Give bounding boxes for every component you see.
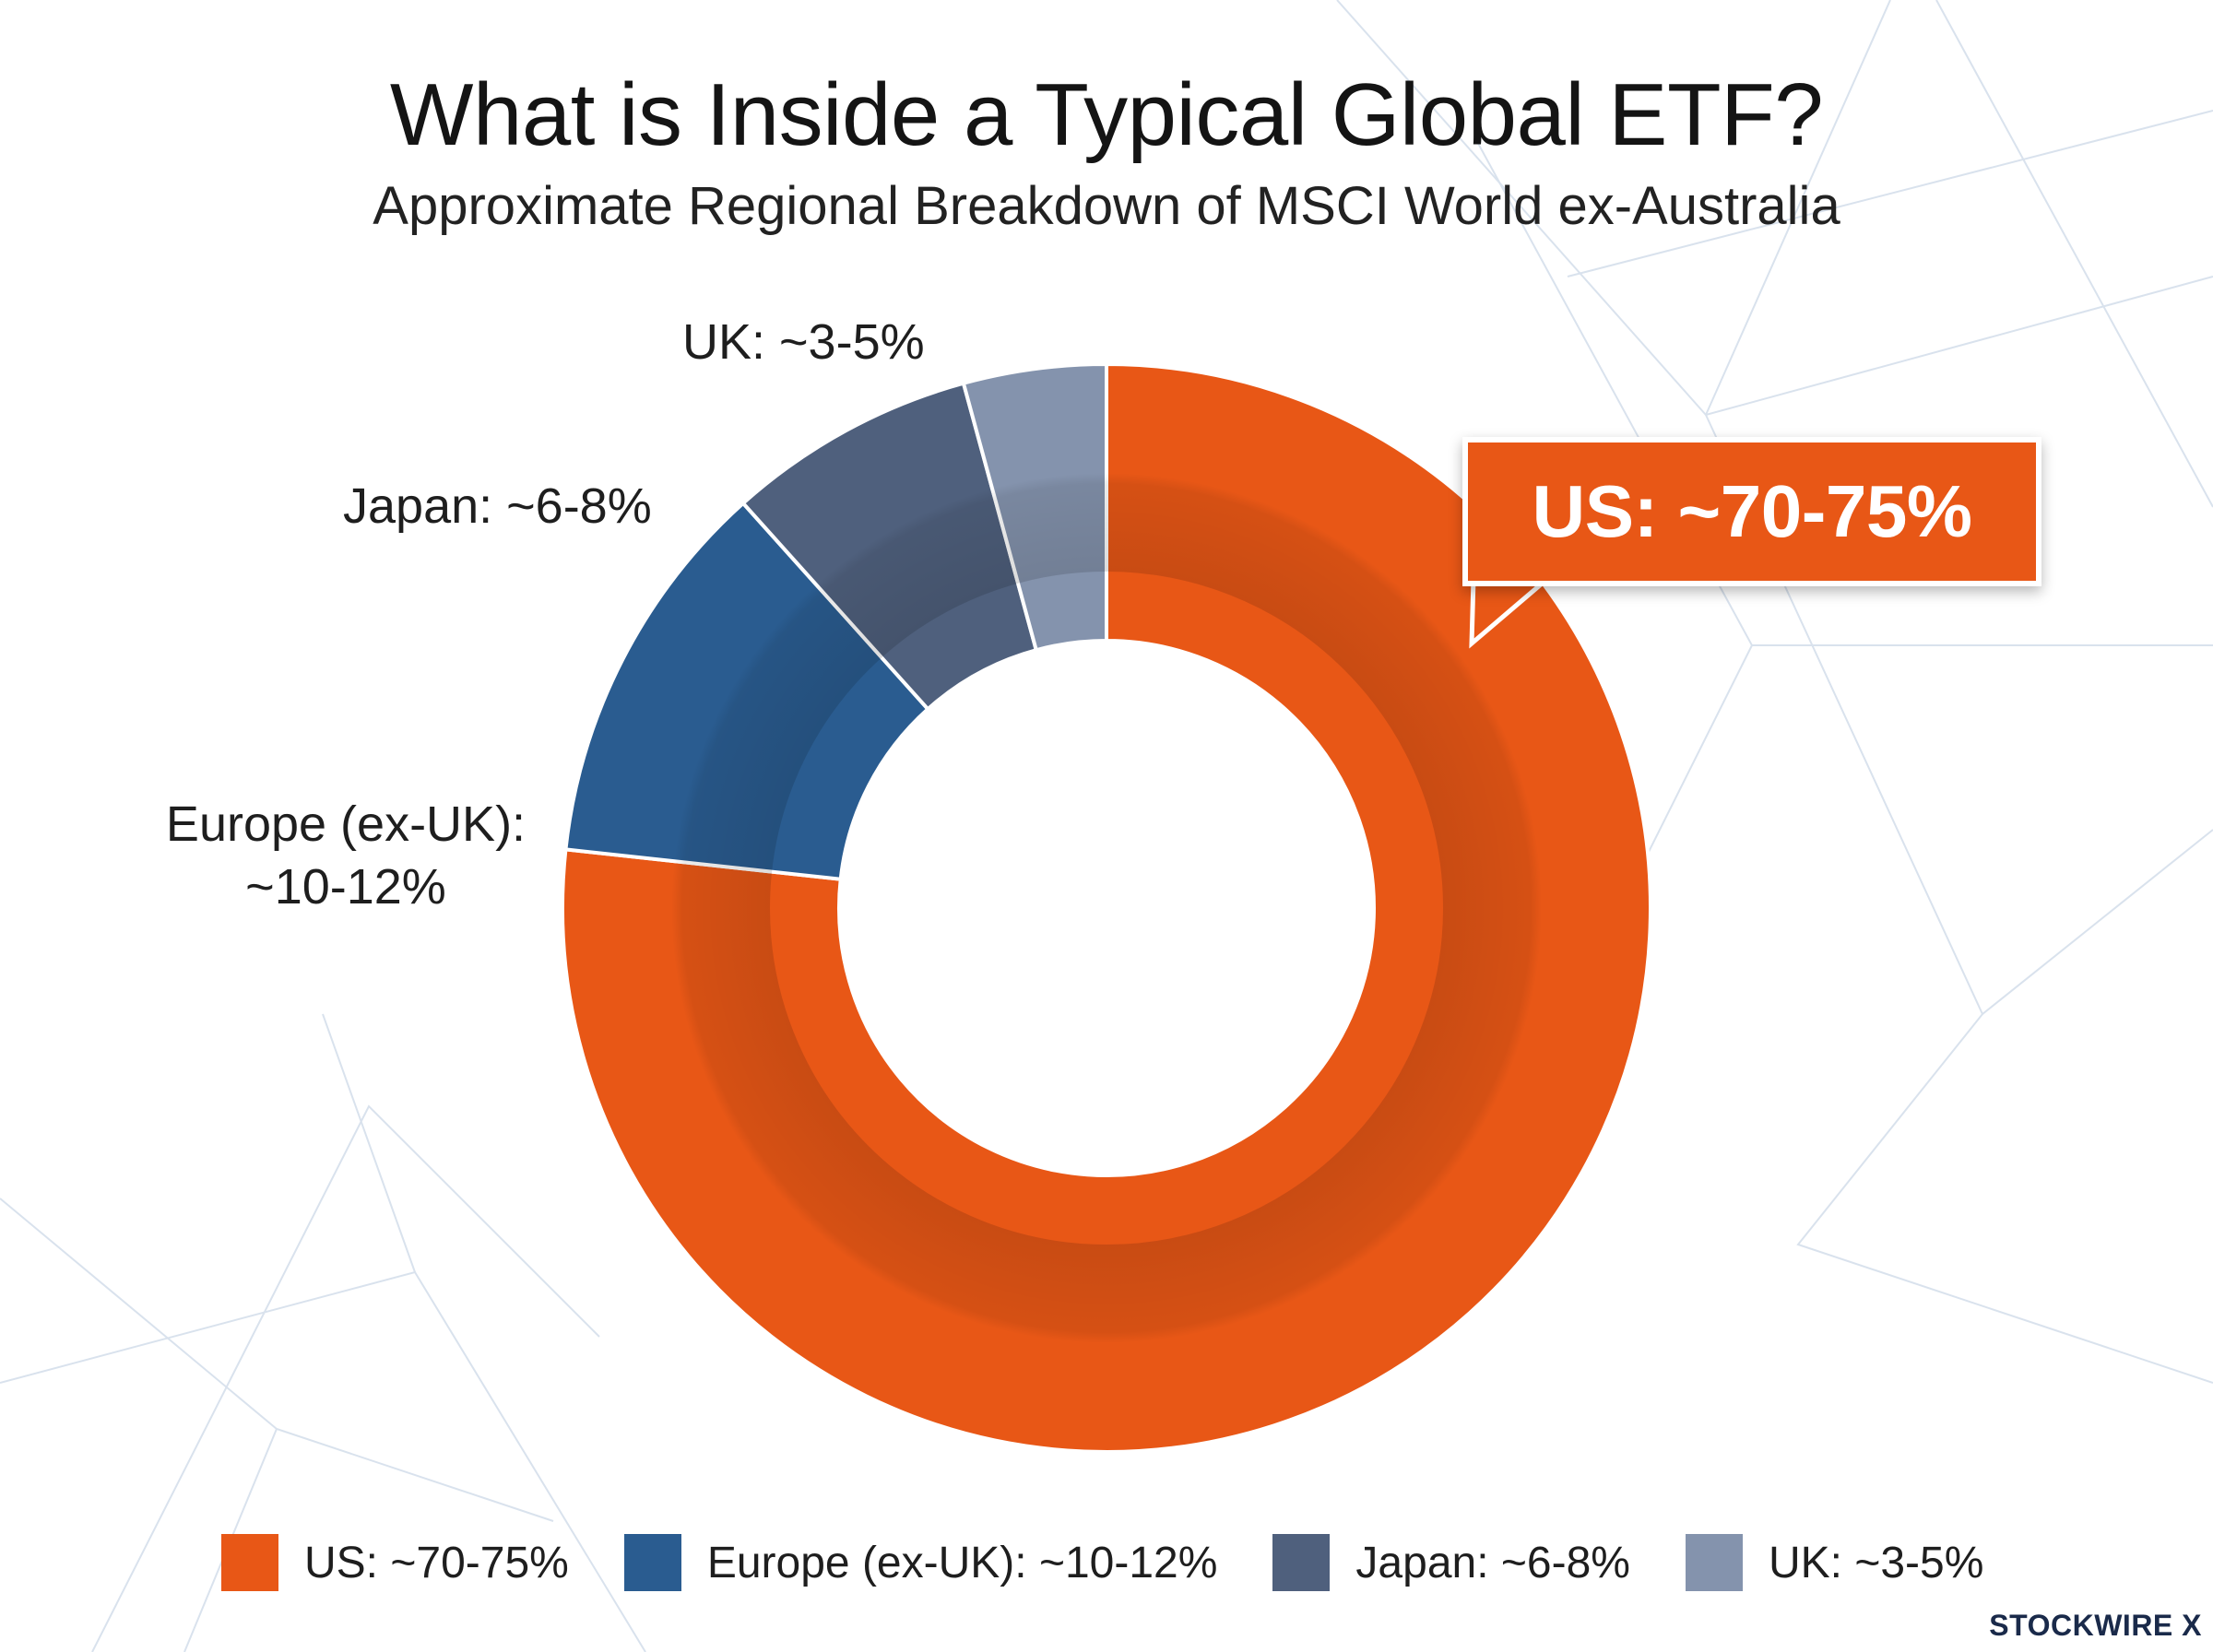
legend-item-us: US: ~70-75% xyxy=(221,1534,569,1591)
legend-swatch-us xyxy=(221,1534,278,1591)
chart-subtitle: Approximate Regional Breakdown of MSCI W… xyxy=(373,176,1840,236)
slice-label-uk: UK: ~3-5% xyxy=(682,314,925,370)
us-callout-label: US: ~70-75% xyxy=(1462,437,2041,586)
legend-label-uk: UK: ~3-5% xyxy=(1768,1538,1984,1587)
chart-title: What is Inside a Typical Global ETF? xyxy=(389,65,1824,164)
legend-label-us: US: ~70-75% xyxy=(304,1538,569,1587)
donut-inner-shading xyxy=(632,433,1581,1383)
legend-swatch-japan xyxy=(1272,1534,1331,1591)
legend-label-japan: Japan: ~6-8% xyxy=(1355,1538,1630,1587)
legend-item-europe: Europe (ex-UK): ~10-12% xyxy=(623,1534,1218,1591)
legend-item-japan: Japan: ~6-8% xyxy=(1272,1534,1630,1591)
legend-swatch-uk xyxy=(1685,1534,1743,1591)
legend-label-europe: Europe (ex-UK): ~10-12% xyxy=(706,1538,1218,1587)
slice-label-europe: Europe (ex-UK): ~10-12% xyxy=(148,793,544,918)
slice-label-europe-line2: ~10-12% xyxy=(245,859,446,914)
slice-label-japan: Japan: ~6-8% xyxy=(343,478,652,534)
slice-label-europe-line1: Europe (ex-UK): xyxy=(165,796,527,852)
legend-swatch-europe xyxy=(623,1534,681,1591)
legend-item-uk: UK: ~3-5% xyxy=(1685,1534,1984,1591)
stockwire-logo: STOCKWIRE X xyxy=(1989,1609,2202,1642)
callout-tail xyxy=(1469,579,1551,649)
chart-legend: US: ~70-75% Europe (ex-UK): ~10-12% Japa… xyxy=(221,1530,2029,1595)
